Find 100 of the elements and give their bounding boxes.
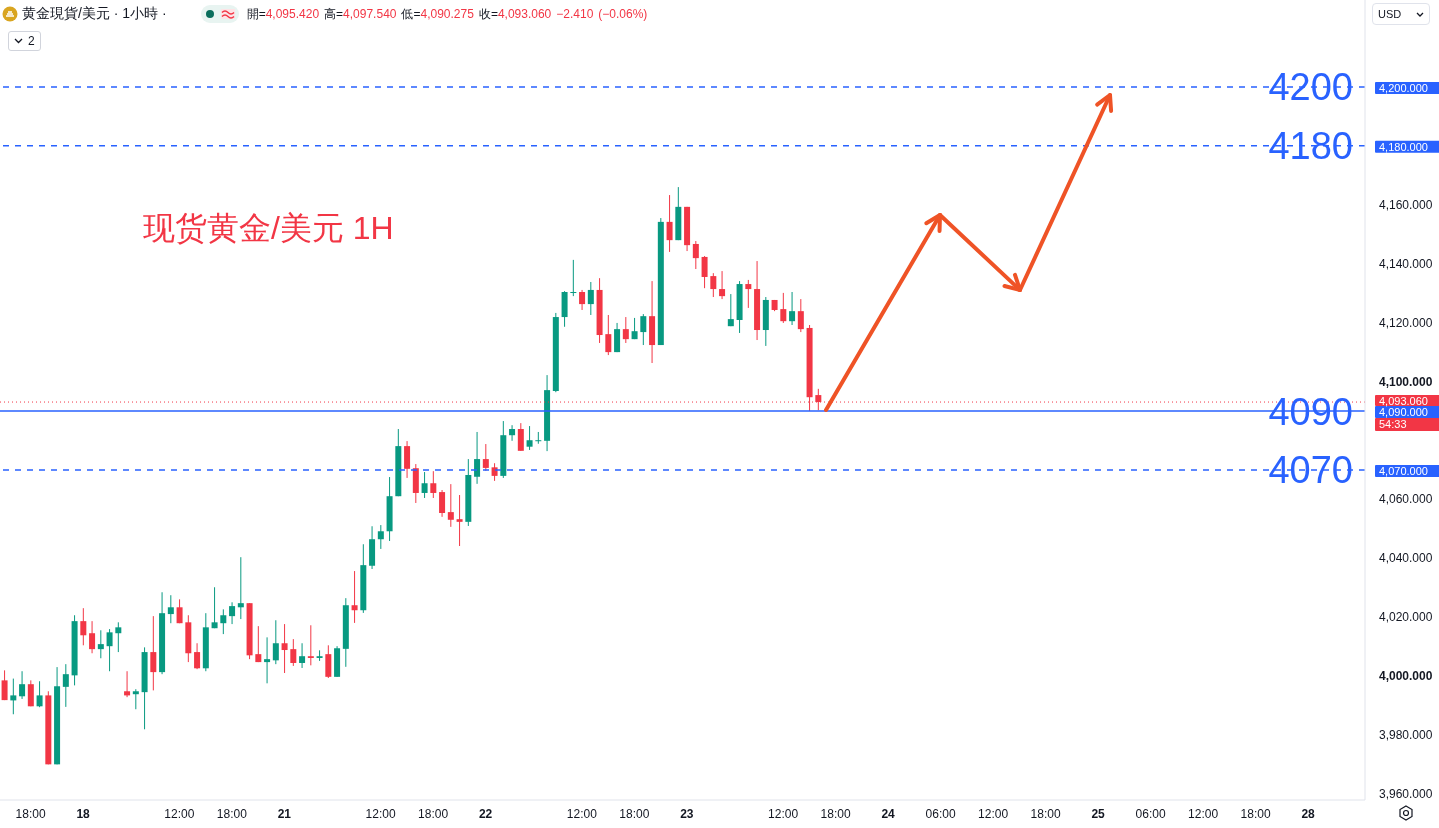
x-tick-label: 18:00	[418, 807, 449, 821]
candlestick	[290, 638, 297, 667]
candlestick	[211, 586, 218, 629]
candlestick	[106, 628, 113, 672]
x-tick-label: 12:00	[1188, 807, 1219, 821]
x-tick-label: 12:00	[365, 807, 396, 821]
candlestick	[587, 281, 594, 316]
candlestick	[719, 270, 726, 300]
candlestick	[482, 443, 489, 472]
x-tick-label: 12:00	[566, 807, 598, 821]
candlestick	[474, 431, 481, 485]
candlestick	[579, 289, 586, 311]
y-tick-label: 4,093.060	[1379, 395, 1428, 408]
candlestick	[255, 625, 262, 663]
candlestick	[640, 313, 647, 346]
y-tick-label: 4,200.000	[1379, 81, 1428, 94]
candlestick	[97, 629, 104, 659]
y-tick-label: 4,040.000	[1379, 551, 1433, 566]
x-tick-label: 18:00	[820, 807, 851, 821]
x-tick-label: 24	[881, 807, 896, 821]
candlestick	[124, 670, 131, 698]
candlestick	[789, 291, 796, 326]
candlestick	[710, 272, 717, 298]
y-tick-label: 4,120.000	[1379, 315, 1433, 330]
y-tick-label: 4,180.000	[1379, 140, 1428, 153]
chart-title: 黄金現貨/美元 · 1小時 ·	[22, 5, 167, 23]
candlestick	[570, 259, 577, 297]
candlestick	[430, 470, 437, 499]
y-tick-label: 4,000.000	[1379, 669, 1433, 684]
candlestick	[727, 293, 734, 327]
candlestick	[220, 608, 227, 635]
text: USD	[1378, 8, 1402, 20]
candlestick	[150, 615, 157, 691]
candlestick	[299, 642, 306, 669]
candlestick	[27, 679, 34, 707]
x-tick-label: 21	[277, 807, 292, 821]
candlestick	[36, 680, 43, 708]
annotation: 现货黄金/美元 1H	[143, 209, 394, 248]
candlestick	[80, 607, 87, 646]
candlestick	[89, 620, 96, 654]
x-tick-label: 22	[478, 807, 493, 821]
candlestick	[167, 594, 174, 624]
candlestick	[1, 669, 8, 701]
candlestick	[797, 298, 804, 333]
candlestick	[10, 678, 17, 715]
x-tick-label: 18:00	[619, 807, 650, 821]
candlestick	[780, 292, 787, 324]
ref-line-label: 4070	[1268, 449, 1353, 492]
y-tick-label: 3,980.000	[1379, 728, 1433, 743]
x-tick-label: 18:00	[216, 807, 248, 821]
x-tick-label: 06:00	[1135, 807, 1166, 821]
candlestick	[614, 322, 621, 353]
candlestick	[526, 425, 533, 451]
candlestick	[666, 194, 673, 253]
candlestick	[132, 688, 139, 710]
candlestick	[307, 624, 314, 666]
candlestick	[622, 316, 629, 344]
x-tick-label: 28	[1301, 807, 1316, 821]
y-tick-label: 4,060.000	[1379, 492, 1433, 507]
y-tick-label: 4,070.000	[1379, 464, 1428, 477]
y-tick-label: 4,100.000	[1379, 374, 1433, 389]
y-tick-label: 4,160.000	[1379, 197, 1433, 212]
x-tick-label: 25	[1091, 807, 1106, 821]
candlestick	[62, 663, 69, 708]
candlestick	[456, 494, 463, 547]
candlestick	[447, 483, 454, 528]
candlestick	[701, 255, 708, 289]
candlestick	[237, 556, 244, 620]
x-tick-label: 12:00	[768, 807, 799, 821]
x-tick-label: 12:00	[164, 807, 195, 821]
candlestick	[325, 644, 332, 679]
candlestick	[421, 471, 428, 499]
annotation: 2	[28, 34, 35, 48]
y-tick-label: 4,020.000	[1379, 610, 1433, 625]
candlestick	[509, 424, 516, 442]
x-tick-label: 18:00	[1240, 807, 1271, 821]
x-tick-label: 23	[680, 807, 694, 821]
ref-line-label: 4200	[1268, 66, 1353, 109]
candlestick	[535, 431, 542, 445]
candlestick	[692, 240, 699, 270]
candlestick	[19, 670, 26, 700]
candlestick	[281, 623, 288, 674]
candlestick	[351, 570, 358, 624]
candlestick	[517, 422, 524, 452]
candlestick	[439, 489, 446, 518]
y-tick-label: 4,140.000	[1379, 256, 1433, 271]
candlestick	[264, 636, 271, 684]
candlestick	[229, 601, 236, 625]
candlestick	[115, 621, 122, 653]
ref-line-label: 4180	[1268, 125, 1353, 168]
candlestick	[745, 279, 752, 309]
candlestick	[194, 642, 201, 670]
x-tick-label: 06:00	[925, 807, 956, 821]
x-tick-label: 12:00	[978, 807, 1009, 821]
x-tick-label: 18	[76, 807, 91, 821]
x-tick-label: 18:00	[15, 807, 46, 821]
text: 54:33	[1379, 418, 1407, 431]
text: 開=4,095.420 高=4,097.540 低=4,090.275 收=4,093.060 −2.410 (−0.06%)	[246, 6, 648, 21]
candlestick	[605, 314, 612, 356]
y-tick-label: 3,960.000	[1379, 787, 1433, 802]
